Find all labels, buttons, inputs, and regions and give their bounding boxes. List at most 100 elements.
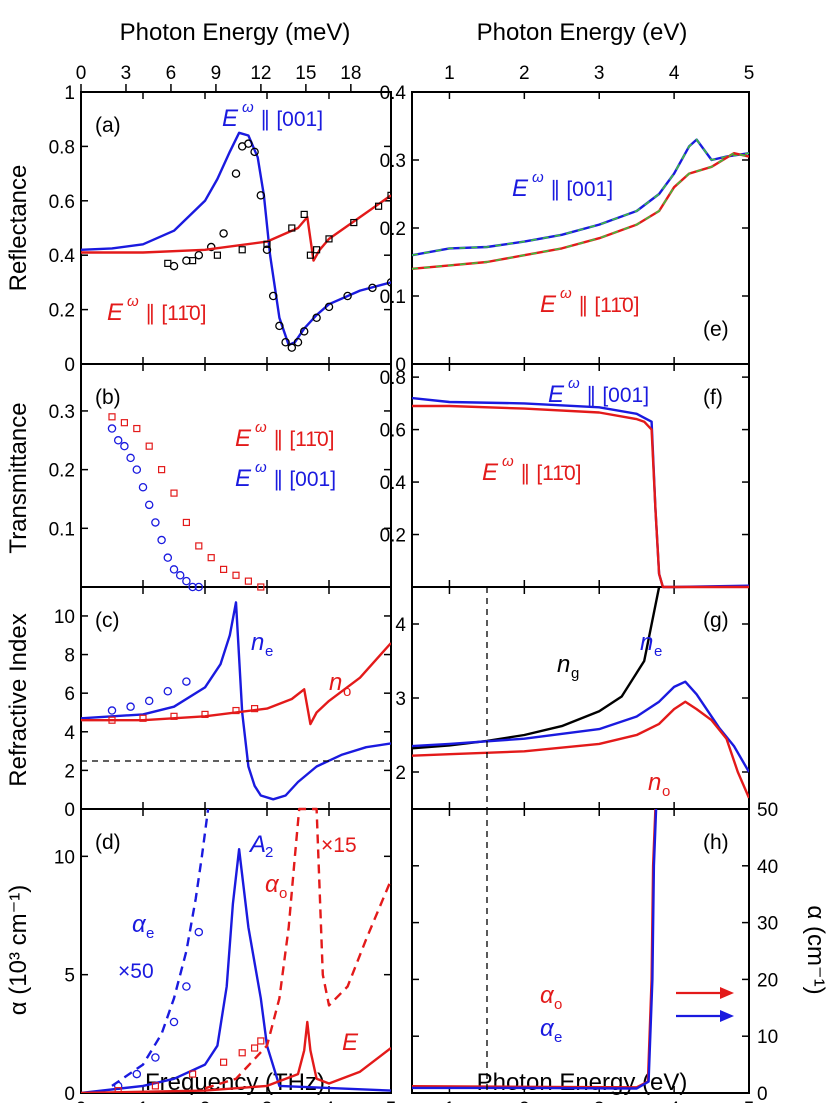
- y-tick-label: 0.8: [49, 137, 75, 158]
- data-point: [257, 1037, 265, 1045]
- svg-text:∥ [11̄0]: ∥ [11̄0]: [520, 462, 581, 485]
- y-tick-label: 30: [757, 914, 778, 935]
- ylabel-absorption: α (10³ cm⁻¹): [5, 885, 32, 1016]
- data-point: [293, 337, 303, 347]
- y-tick-label: 0: [64, 1084, 75, 1103]
- markers-e-001-: [107, 424, 204, 592]
- svg-text:∥ [001]: ∥ [001]: [260, 108, 323, 131]
- top-tick-label: 1: [444, 63, 455, 84]
- data-point: [164, 259, 172, 267]
- data-point: [220, 1058, 228, 1066]
- y-tick-label: 4: [395, 615, 406, 636]
- svg-text:A: A: [248, 831, 266, 858]
- y-tick-label: 0.6: [380, 421, 406, 442]
- data-point: [194, 927, 204, 937]
- svg-text:ω: ω: [502, 453, 514, 470]
- svg-text:E: E: [540, 291, 557, 318]
- data-point: [189, 1070, 197, 1078]
- data-point: [170, 489, 178, 497]
- top-tick-label: 6: [166, 63, 177, 84]
- panel-d-label: (d): [95, 831, 121, 854]
- panel-a-label: (a): [95, 114, 121, 137]
- y-tick-label: 0.2: [49, 301, 75, 322]
- svg-text:E: E: [512, 175, 529, 202]
- line--e-50: [111, 808, 210, 1087]
- panel-c-label: (c): [95, 609, 120, 632]
- y-tick-label: 1: [64, 83, 75, 104]
- data-point: [343, 291, 352, 301]
- y-tick-label: 0.2: [380, 219, 406, 240]
- data-point: [158, 466, 166, 474]
- line--e: [412, 808, 658, 1090]
- ylabel-transmittance: Transmittance: [5, 402, 32, 553]
- data-point: [189, 257, 197, 265]
- ylabel-reflectance: Reflectance: [5, 165, 32, 292]
- data-point: [113, 1081, 123, 1091]
- label-d-x15: ×15: [321, 834, 357, 857]
- svg-text:o: o: [279, 885, 287, 902]
- x-tick-label: 4: [669, 1099, 680, 1103]
- x-tick-label: 1: [444, 1099, 455, 1103]
- data-point: [300, 210, 308, 218]
- data-point: [107, 706, 117, 715]
- svg-text:ω: ω: [242, 99, 254, 116]
- data-point: [145, 442, 153, 450]
- svg-text:ω: ω: [568, 375, 580, 392]
- data-point: [251, 705, 259, 713]
- markers--e-data: [113, 927, 204, 1091]
- line-n-o: [81, 642, 391, 726]
- data-point: [151, 1053, 160, 1062]
- y-tick-label: 6: [64, 684, 75, 705]
- data-point: [207, 554, 215, 562]
- data-point: [368, 283, 377, 293]
- y-tick-label: 0.4: [380, 473, 407, 494]
- y-tick-label: 2: [64, 761, 75, 782]
- svg-text:ω: ω: [127, 293, 139, 310]
- svg-text:∥ [001]: ∥ [001]: [273, 468, 336, 491]
- data-point: [139, 714, 147, 722]
- top-tick-label: 15: [295, 63, 316, 84]
- data-point: [157, 535, 166, 545]
- line-n-o: [412, 700, 749, 799]
- data-point: [213, 251, 221, 259]
- data-point: [287, 343, 297, 352]
- data-point: [232, 571, 240, 579]
- svg-text:e: e: [654, 643, 662, 660]
- y-tick-label: 0.4: [49, 246, 76, 267]
- svg-text:E: E: [548, 381, 565, 408]
- line--o-15: [204, 807, 391, 1090]
- y-tick-label: 0: [395, 355, 406, 376]
- panel-g-label: (g): [703, 609, 729, 632]
- y-tick-label: 5: [64, 966, 75, 987]
- y-tick-label: 0.1: [380, 287, 406, 308]
- svg-text:α: α: [540, 982, 555, 1009]
- data-point: [232, 706, 240, 715]
- y-tick-label: 10: [54, 847, 75, 868]
- y-tick-label: 0: [64, 800, 75, 821]
- y-tick-label: 3: [395, 689, 406, 710]
- data-point: [257, 583, 265, 591]
- svg-text:n: n: [251, 629, 264, 656]
- y-tick-label: 0: [757, 1084, 768, 1103]
- y-tick-label: 0.6: [49, 192, 75, 213]
- panel-e-frame: [411, 91, 750, 365]
- data-point: [144, 500, 154, 510]
- top-left-axis-title: Photon Energy (meV): [120, 19, 351, 46]
- top-tick-label: 12: [250, 63, 271, 84]
- data-point: [132, 1069, 142, 1079]
- data-point: [313, 246, 321, 254]
- svg-text:E: E: [235, 465, 252, 492]
- svg-text:o: o: [343, 683, 351, 700]
- data-point: [194, 250, 204, 260]
- ylabel-refractive-index: Refractive Index: [5, 613, 32, 786]
- svg-text:e: e: [554, 1029, 562, 1046]
- data-point: [151, 1082, 159, 1090]
- data-point: [324, 302, 334, 312]
- data-point: [182, 677, 191, 686]
- arrow-blue: [676, 1010, 734, 1022]
- y-tick-label: 20: [757, 970, 778, 991]
- markers-e-1-10-data: [164, 191, 391, 267]
